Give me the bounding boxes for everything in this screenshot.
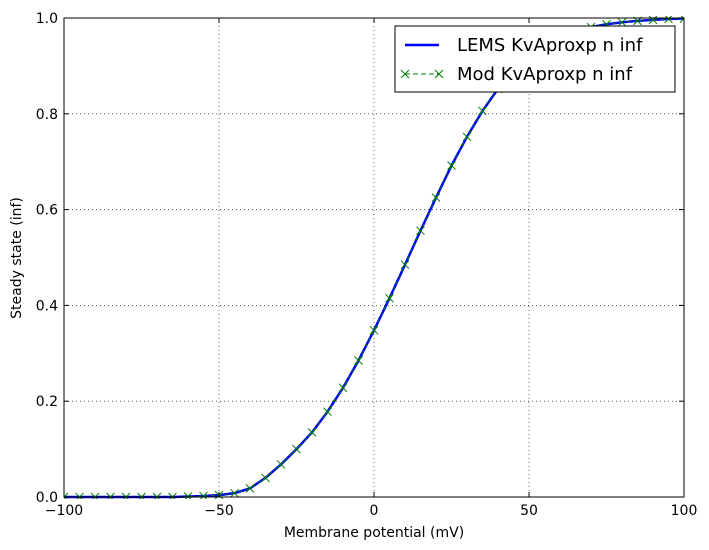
x-tick-label: −50 (204, 503, 234, 519)
x-tick-label: 100 (671, 503, 698, 519)
data-point-mod (338, 383, 348, 393)
data-point-mod (385, 293, 394, 303)
y-axis-label: Steady state (inf) (9, 197, 25, 319)
data-point-mod (447, 161, 456, 170)
legend-label-mod: Mod KvAproxp n inf (457, 64, 633, 85)
data-point-mod (245, 484, 255, 493)
data-point-mod (276, 460, 286, 469)
legend-swatch-mod (400, 69, 444, 79)
legend: LEMS KvAproxp n inf Mod KvAproxp n inf (394, 25, 676, 93)
data-point-mod (478, 106, 487, 116)
y-tick-label: 0.0 (36, 490, 58, 506)
data-point-mod (230, 488, 239, 498)
data-point-mod (354, 356, 363, 365)
x-tick-label: 50 (520, 503, 538, 519)
grid (64, 18, 684, 497)
ticks: −100 −50 0 50 100 0.0 0.2 0.4 0.6 0.8 1.0 (36, 11, 698, 519)
data-point-mod (199, 491, 208, 499)
x-axis-label: Membrane potential (mV) (284, 525, 464, 541)
data-point-mod (261, 473, 270, 483)
data-point-mod (64, 492, 69, 499)
y-tick-label: 0.4 (36, 298, 58, 314)
y-tick-label: 1.0 (36, 11, 58, 27)
data-point-mod (416, 226, 425, 236)
data-point-mod (664, 16, 673, 24)
x-tick-label: 0 (370, 503, 379, 519)
data-point-mod (400, 260, 410, 270)
y-tick-label: 0.2 (36, 394, 58, 410)
data-point-mod (369, 325, 379, 335)
data-point-mod (292, 444, 301, 454)
x-tick-label: −100 (45, 503, 83, 519)
data-point-mod (307, 427, 317, 437)
y-tick-label: 0.6 (36, 203, 58, 219)
legend-label-lems: LEMS KvAproxp n inf (457, 35, 643, 56)
data-point-mod (462, 132, 472, 142)
data-point-mod (617, 17, 627, 27)
data-point-mod (648, 16, 658, 25)
legend-box (394, 25, 676, 93)
data-point-mod (323, 407, 332, 417)
y-tick-label: 0.8 (36, 107, 58, 123)
data-point-mod (431, 193, 441, 202)
data-point-mod (679, 16, 684, 23)
